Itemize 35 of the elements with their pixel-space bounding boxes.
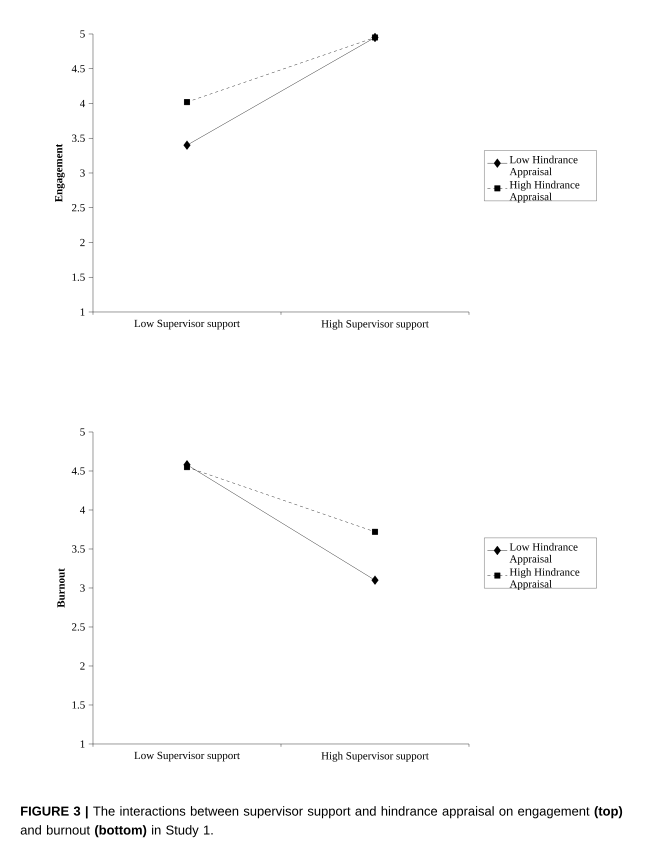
y-tick-label: 4 <box>80 506 86 514</box>
y-tick-label: 2 <box>80 662 85 670</box>
y-tick-label: 3.5 <box>72 545 85 553</box>
y-tick-label: 2 <box>80 238 85 246</box>
legend-label: High Hindrance Appraisal <box>510 180 580 203</box>
y-tick-label: 3 <box>80 584 85 592</box>
y-tick-label: 3.5 <box>72 134 85 142</box>
x-tick-label: Low Supervisor support <box>134 752 240 762</box>
y-tick-label: 5 <box>80 428 85 436</box>
y-tick-label: 1 <box>80 740 85 748</box>
y-tick-label: 2.5 <box>72 204 85 212</box>
x-tick-label: High Supervisor support <box>321 752 429 762</box>
point <box>184 464 190 470</box>
y-tick-label: 2.5 <box>72 623 85 631</box>
point <box>372 528 378 535</box>
y-tick-label: 4.5 <box>72 467 85 475</box>
y-tick-label: 5 <box>80 30 85 38</box>
y-tick-label: 4.5 <box>72 65 85 72</box>
x-tick-label: High Supervisor support <box>321 320 429 330</box>
y-tick-label: 4 <box>80 100 86 108</box>
point <box>184 99 190 106</box>
point <box>371 576 379 585</box>
y-axis-title: Engagement <box>55 144 65 202</box>
y-tick-label: 3 <box>80 169 85 177</box>
y-tick-label: 1.5 <box>72 701 85 709</box>
y-axis-title: Burnout <box>57 568 65 608</box>
y-tick-label: 1 <box>80 308 85 316</box>
point <box>183 140 191 150</box>
legend-label: High Hindrance Appraisal <box>510 568 580 590</box>
point <box>372 34 378 40</box>
legend-label: Low Hindrance Appraisal <box>510 156 578 178</box>
x-tick-label: Low Supervisor support <box>134 320 240 330</box>
y-tick-label: 1.5 <box>72 274 85 281</box>
text: FIGURE 3 | The interactions between supervisor support and hindrance appraisal on engagement (top) and burnout (bottom) in Study 1. <box>20 806 622 838</box>
legend-label: Low Hindrance Appraisal <box>510 542 578 565</box>
